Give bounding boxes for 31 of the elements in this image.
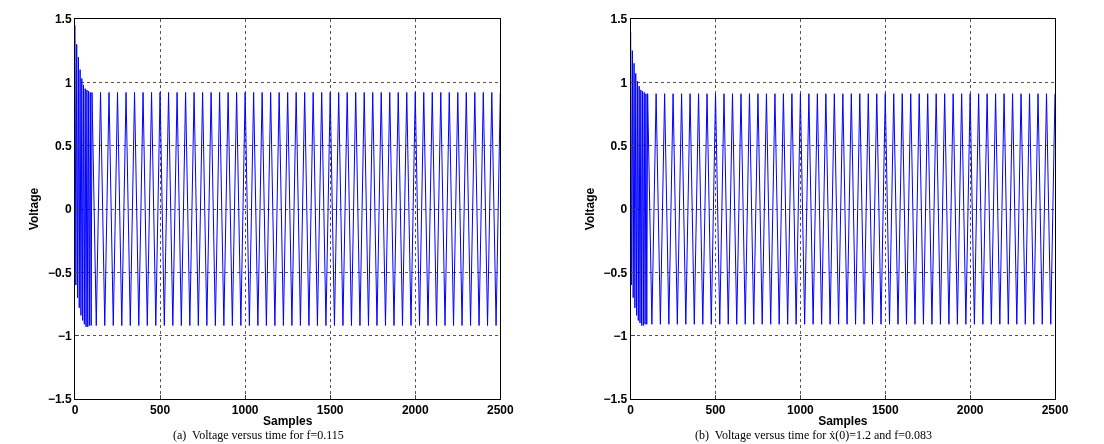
x-tick-label: 500 [150,403,171,418]
y-tick-label: 0 [620,202,628,217]
x-axis-title: Samples [818,414,868,429]
x-tick-label: 1000 [231,403,259,418]
text: (a) Voltage versus time for f=0.115 [173,428,344,442]
y-axis-title: Voltage [27,187,42,231]
y-tick-label: 0 [64,202,72,217]
y-tick-label: −1 [57,328,72,343]
text: (b) Voltage versus time for ẋ(0)=1.2 and f=0.083 [695,428,933,442]
x-tick-label: 1500 [871,403,899,418]
y-tick-label: 1 [64,75,72,90]
x-tick-label: 2000 [956,403,984,418]
x-tick-label: 1500 [316,403,344,418]
x-axis-title: Samples [262,414,313,429]
y-tick-label: 1.5 [610,12,628,27]
y-tick-label: −1.5 [603,392,628,407]
y-tick-label: 0.5 [610,138,628,153]
y-tick-label: −0.5 [603,265,628,280]
x-tick-label: 1000 [787,403,815,418]
y-tick-label: 0.5 [54,138,72,153]
y-tick-label: −1.5 [47,392,72,407]
x-tick-label: 2000 [401,403,429,418]
y-tick-label: 1.5 [54,12,72,27]
y-tick-label: 1 [620,75,628,90]
x-tick-label: 500 [705,403,726,418]
y-axis-title: Voltage [582,187,597,231]
line-series [75,24,501,328]
y-tick-label: −1 [613,328,628,343]
y-tick-label: −0.5 [47,265,72,280]
x-tick-label: 2500 [1041,403,1069,418]
x-tick-label: 2500 [486,403,514,418]
